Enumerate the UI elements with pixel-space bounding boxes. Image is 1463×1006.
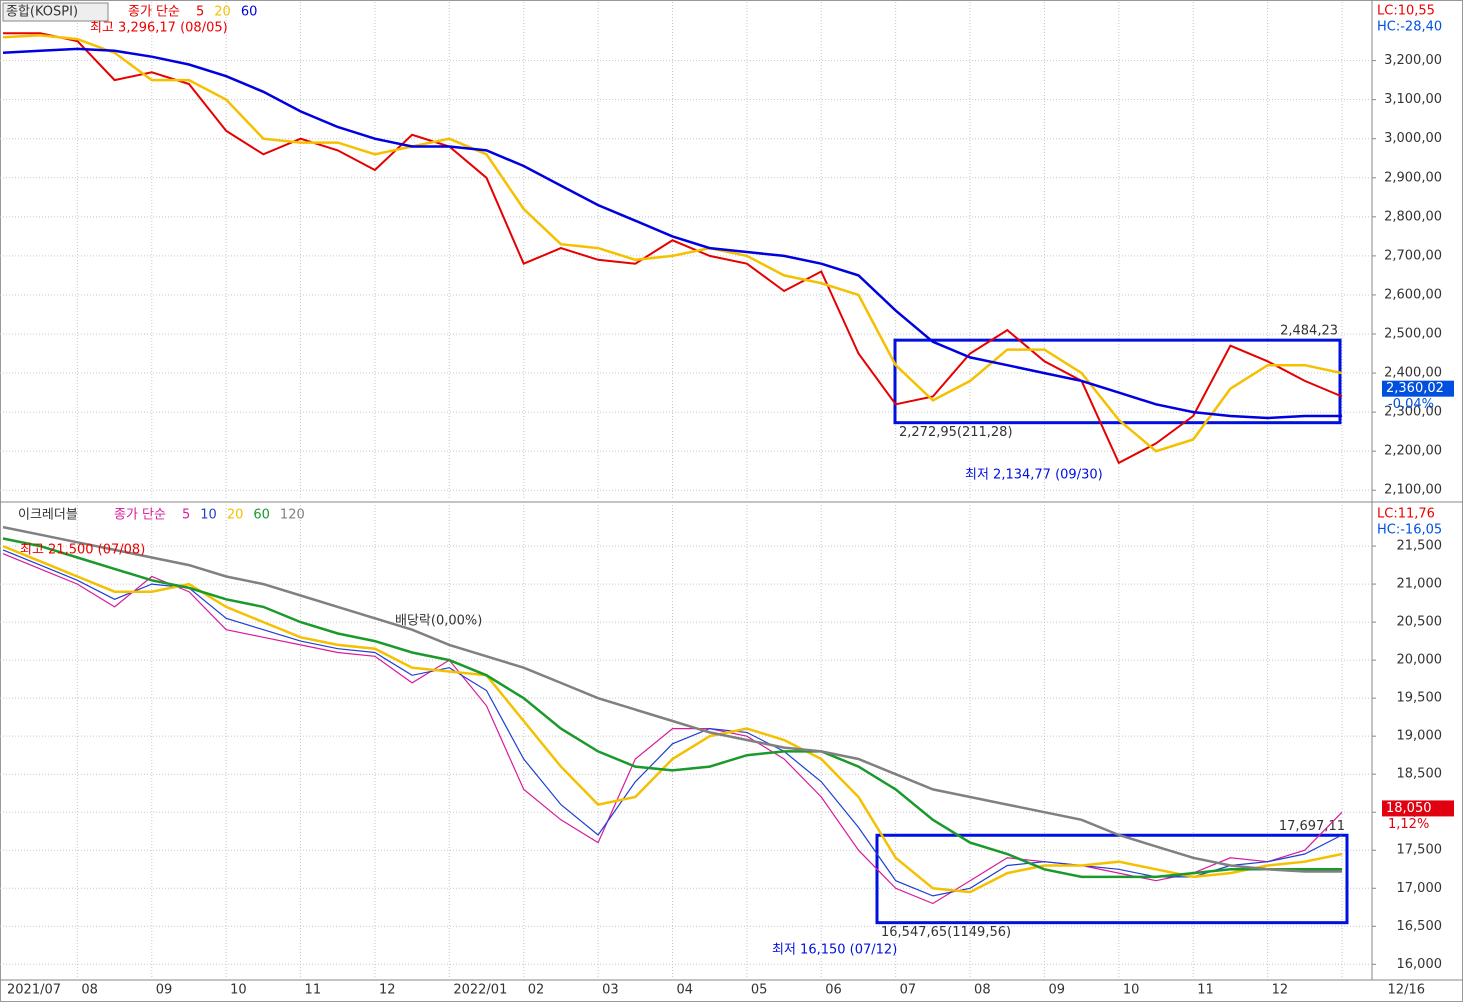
y-tick-label: 2,900,00 xyxy=(1384,170,1442,185)
ma-line xyxy=(3,32,1343,465)
x-tick-label: 12/16 xyxy=(1388,983,1425,998)
panel-title: 이크레더블 xyxy=(18,508,78,523)
low-note: 최저 16,150 (07/12) xyxy=(772,943,897,958)
x-tick-label: 12 xyxy=(379,983,396,998)
x-tick-label: 11 xyxy=(305,983,322,998)
x-tick-label: 03 xyxy=(602,983,619,998)
box-bottom-label: 16,547,65(1149,56) xyxy=(881,925,1011,940)
x-tick-label: 08 xyxy=(81,983,98,998)
range-box xyxy=(893,338,1342,425)
y-tick-label: 2,300,00 xyxy=(1384,405,1442,420)
indicator: LC:10,55 xyxy=(1377,4,1435,19)
y-tick-label: 17,500 xyxy=(1397,843,1443,858)
y-tick-label: 20,000 xyxy=(1397,653,1443,668)
y-tick-label: 20,500 xyxy=(1397,615,1443,630)
box-top-label: 17,697,11 xyxy=(1279,819,1345,834)
last-price-label: 2,360,02 xyxy=(1386,381,1444,396)
panel-title: 종합(KOSPI) xyxy=(6,5,78,20)
y-tick-label: 2,100,00 xyxy=(1384,483,1442,498)
x-tick-label: 08 xyxy=(974,983,991,998)
y-tick-label: 2,500,00 xyxy=(1384,327,1442,342)
box-top-label: 2,484,23 xyxy=(1280,324,1338,339)
high-note: 최고 21,500 (07/08) xyxy=(20,543,145,558)
y-tick-label: 21,000 xyxy=(1397,577,1443,592)
ma-line xyxy=(2,525,1342,873)
y-tick-label: 2,200,00 xyxy=(1384,444,1442,459)
x-tick-label: 12 xyxy=(1272,983,1289,998)
legend-entry: 10 xyxy=(200,508,217,523)
y-tick-label: 16,500 xyxy=(1397,919,1443,934)
y-tick-label: 3,200,00 xyxy=(1384,53,1442,68)
y-tick-label: 2,400,00 xyxy=(1384,366,1442,381)
box-bottom-label: 2,272,95(211,28) xyxy=(899,425,1013,440)
ma-line xyxy=(2,537,1342,879)
last-price-label: 18,050 xyxy=(1386,801,1432,816)
y-tick-label: 2,800,00 xyxy=(1384,209,1442,224)
indicator: HC:-28,40 xyxy=(1377,20,1442,35)
legend-entry: 60 xyxy=(241,5,258,20)
y-tick-label: 2,700,00 xyxy=(1384,248,1442,263)
x-tick-label: 10 xyxy=(230,983,247,998)
x-tick-label: 02 xyxy=(528,983,545,998)
change-label: -0,04% xyxy=(1388,397,1434,412)
y-tick-label: 18,500 xyxy=(1397,767,1443,782)
ma-line xyxy=(2,553,1343,905)
legend-entry: 20 xyxy=(227,508,244,523)
x-tick-label: 10 xyxy=(1123,983,1140,998)
legend-prefix: 종가 단순 xyxy=(128,5,180,20)
x-tick-label: 2022/01 xyxy=(453,983,507,998)
y-tick-label: 3,100,00 xyxy=(1384,92,1442,107)
event-note: 배당락(0,00%) xyxy=(395,614,482,629)
y-tick-label: 17,000 xyxy=(1397,881,1443,896)
y-tick-label: 2,600,00 xyxy=(1384,287,1442,302)
range-box xyxy=(875,833,1349,925)
x-tick-label: 11 xyxy=(1197,983,1214,998)
ma-line xyxy=(2,33,1343,453)
indicator: HC:-16,05 xyxy=(1377,523,1442,538)
y-tick-label: 3,000,00 xyxy=(1384,131,1442,146)
x-tick-label: 04 xyxy=(677,983,694,998)
title-box xyxy=(2,2,109,22)
y-tick-label: 19,000 xyxy=(1397,729,1443,744)
legend-entry: 5 xyxy=(182,508,190,523)
y-tick-label: 21,500 xyxy=(1397,539,1443,554)
change-label: 1,12% xyxy=(1388,817,1429,832)
legend-entry: 60 xyxy=(253,508,270,523)
last-price-box xyxy=(1382,380,1454,397)
legend-entry: 120 xyxy=(280,508,305,523)
last-price-box xyxy=(1382,800,1454,817)
y-tick-label: 19,500 xyxy=(1397,691,1443,706)
x-tick-label: 09 xyxy=(156,983,173,998)
indicator: LC:11,76 xyxy=(1377,507,1435,522)
legend-entry: 20 xyxy=(214,5,231,20)
x-tick-label: 07 xyxy=(900,983,917,998)
ma-line xyxy=(2,47,1342,420)
legend-prefix: 종가 단순 xyxy=(114,508,166,523)
ma-line xyxy=(2,549,1343,897)
y-tick-label: 16,000 xyxy=(1397,957,1443,972)
x-tick-label: 06 xyxy=(825,983,842,998)
low-note: 최저 2,134,77 (09/30) xyxy=(965,468,1103,483)
ma-line xyxy=(2,544,1343,894)
x-tick-label: 09 xyxy=(1048,983,1065,998)
x-tick-label: 2021/07 xyxy=(7,983,61,998)
high-note: 최고 3,296,17 (08/05) xyxy=(90,21,228,36)
x-tick-label: 05 xyxy=(751,983,768,998)
legend-entry: 5 xyxy=(196,5,204,20)
